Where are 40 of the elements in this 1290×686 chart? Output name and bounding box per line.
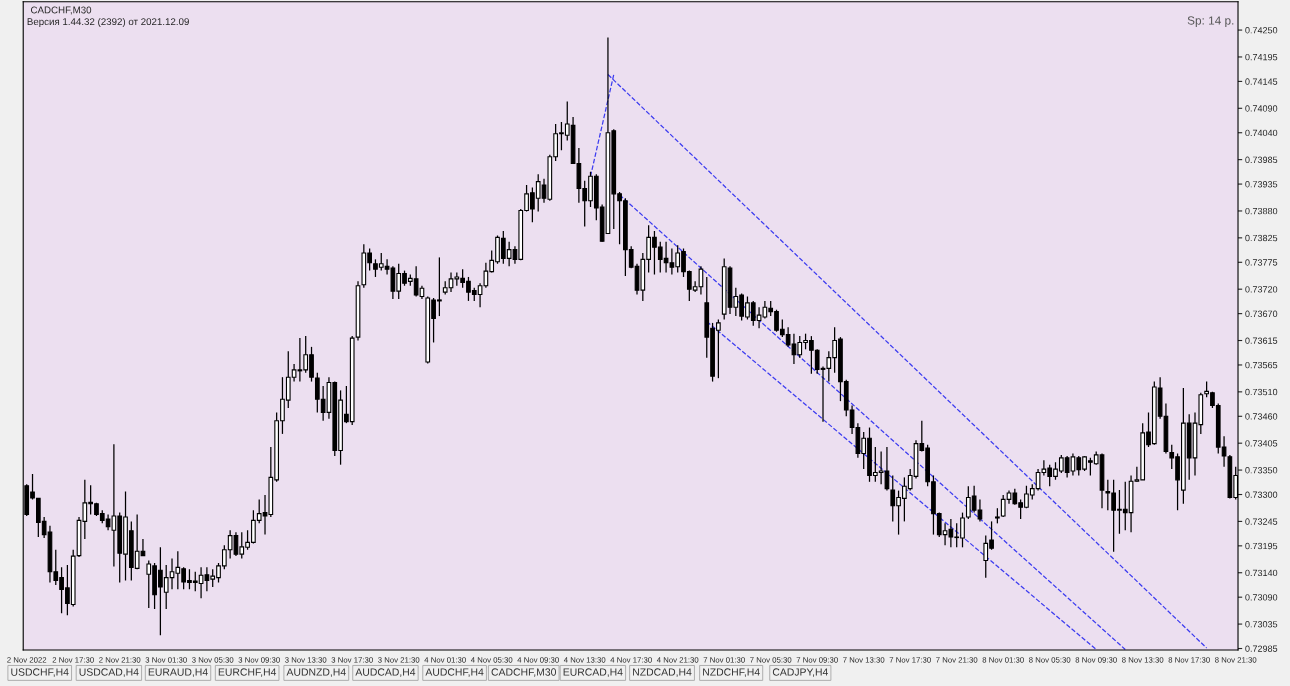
y-tick-label: 0.73565 — [1245, 361, 1278, 369]
y-tick-label: 0.73405 — [1245, 440, 1278, 447]
text: AUDCHF,H4 — [425, 668, 484, 677]
y-tick-label: 0.73985 — [1245, 156, 1278, 163]
y-tick-label: 0.73825 — [1245, 234, 1278, 242]
text: CADJPY,H4 — [772, 668, 828, 677]
y-tick-label: 0.73300 — [1245, 491, 1278, 498]
annotation: Sp: 14 p. — [1187, 16, 1234, 27]
y-tick-label: 0.73245 — [1245, 518, 1278, 525]
text: Версия 1.44.32 (2392) от 2021.12.09 — [27, 17, 189, 27]
y-tick-label: 0.73880 — [1245, 207, 1278, 215]
text: CADCHF,M30 — [491, 668, 557, 677]
y-tick-label: 0.74195 — [1245, 53, 1278, 61]
text: AUDNZD,H4 — [286, 668, 346, 677]
text: USDCHF,H4 — [11, 668, 69, 677]
y-tick-label: 0.74145 — [1245, 78, 1278, 85]
y-tick-label: 0.73935 — [1245, 181, 1278, 188]
text: NZDCAD,H4 — [633, 668, 692, 677]
y-tick-label: 0.73775 — [1245, 259, 1278, 266]
y-tick-label: 0.73615 — [1245, 337, 1278, 344]
y-tick-label: 0.74040 — [1245, 129, 1278, 137]
text: NZDCHF,H4 — [703, 668, 760, 677]
y-tick-label: 0.73720 — [1245, 286, 1278, 293]
y-tick-label: 0.73670 — [1245, 310, 1278, 317]
y-tick-label: 0.73035 — [1245, 621, 1278, 628]
chart-title: CADCHF,M30 — [31, 6, 92, 15]
text: AUDCAD,H4 — [355, 668, 416, 677]
y-tick-label: 0.74250 — [1245, 27, 1278, 34]
y-tick-label: 0.73090 — [1245, 594, 1278, 601]
y-tick-label: 0.73510 — [1245, 388, 1278, 396]
y-tick-label: 0.73350 — [1245, 467, 1278, 474]
y-tick-label: 0.73460 — [1245, 413, 1278, 420]
text: USDCAD,H4 — [79, 668, 139, 677]
y-tick-label: 0.72985 — [1245, 645, 1278, 652]
text: EURCHF,H4 — [218, 668, 277, 677]
y-tick-label: 0.73140 — [1245, 569, 1278, 577]
y-tick-label: 0.73195 — [1245, 542, 1278, 550]
text: EURAUD,H4 — [148, 668, 208, 677]
y-tick-label: 0.74090 — [1245, 105, 1278, 112]
text: EURCAD,H4 — [563, 668, 623, 677]
